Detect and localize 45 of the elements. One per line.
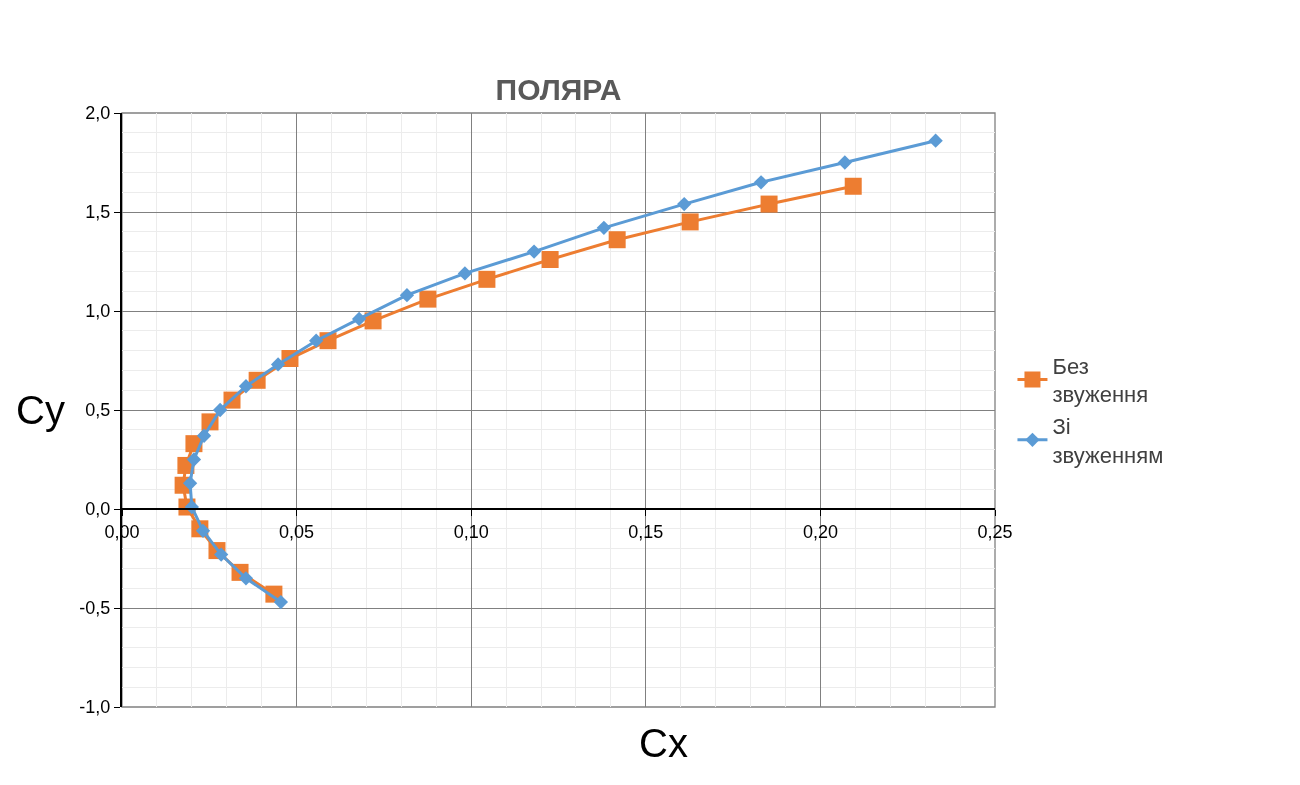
x-tick-label: 0,10 — [453, 521, 489, 542]
point — [399, 288, 415, 303]
point — [270, 357, 286, 372]
x-tick-label: 0,15 — [628, 521, 664, 542]
point — [195, 523, 211, 538]
chart-title: ПОЛЯРА — [495, 72, 622, 106]
x-tick-label: 0,05 — [279, 521, 315, 542]
point — [364, 312, 382, 330]
point — [351, 311, 367, 327]
point — [238, 379, 254, 394]
point — [837, 155, 852, 170]
x-axis-title: Cx — [639, 721, 688, 765]
y-tick-label: 0,5 — [85, 400, 111, 421]
point — [186, 452, 202, 467]
y-tick-label: 0,0 — [85, 499, 111, 520]
point — [212, 402, 228, 418]
y-tick-label: 1,0 — [85, 301, 111, 322]
y-tick-label: -0,5 — [79, 598, 111, 619]
point — [844, 177, 862, 195]
point — [196, 428, 212, 443]
y-tick-label: 2,0 — [85, 103, 111, 124]
x-tick-label: 0,20 — [802, 521, 838, 542]
x-tick-label: 0,25 — [977, 521, 1013, 542]
point — [309, 333, 324, 348]
point — [596, 220, 612, 235]
y-tick-label: 1,5 — [85, 202, 111, 223]
point — [760, 195, 778, 213]
point — [677, 196, 692, 212]
point — [182, 476, 198, 491]
point — [238, 571, 254, 586]
point — [526, 244, 542, 259]
point — [478, 270, 496, 288]
point — [541, 251, 559, 269]
legend-label: Без звуження — [1052, 353, 1149, 408]
point — [753, 175, 769, 190]
legend-label: Зі звуженням — [1052, 414, 1164, 468]
y-axis-title: Cy — [16, 388, 65, 432]
point — [928, 133, 943, 148]
point — [608, 231, 626, 249]
point — [273, 594, 289, 610]
y-tick-label: -1,0 — [79, 697, 111, 718]
point — [419, 290, 437, 308]
point — [457, 266, 473, 281]
point — [214, 547, 229, 562]
point — [681, 213, 699, 231]
